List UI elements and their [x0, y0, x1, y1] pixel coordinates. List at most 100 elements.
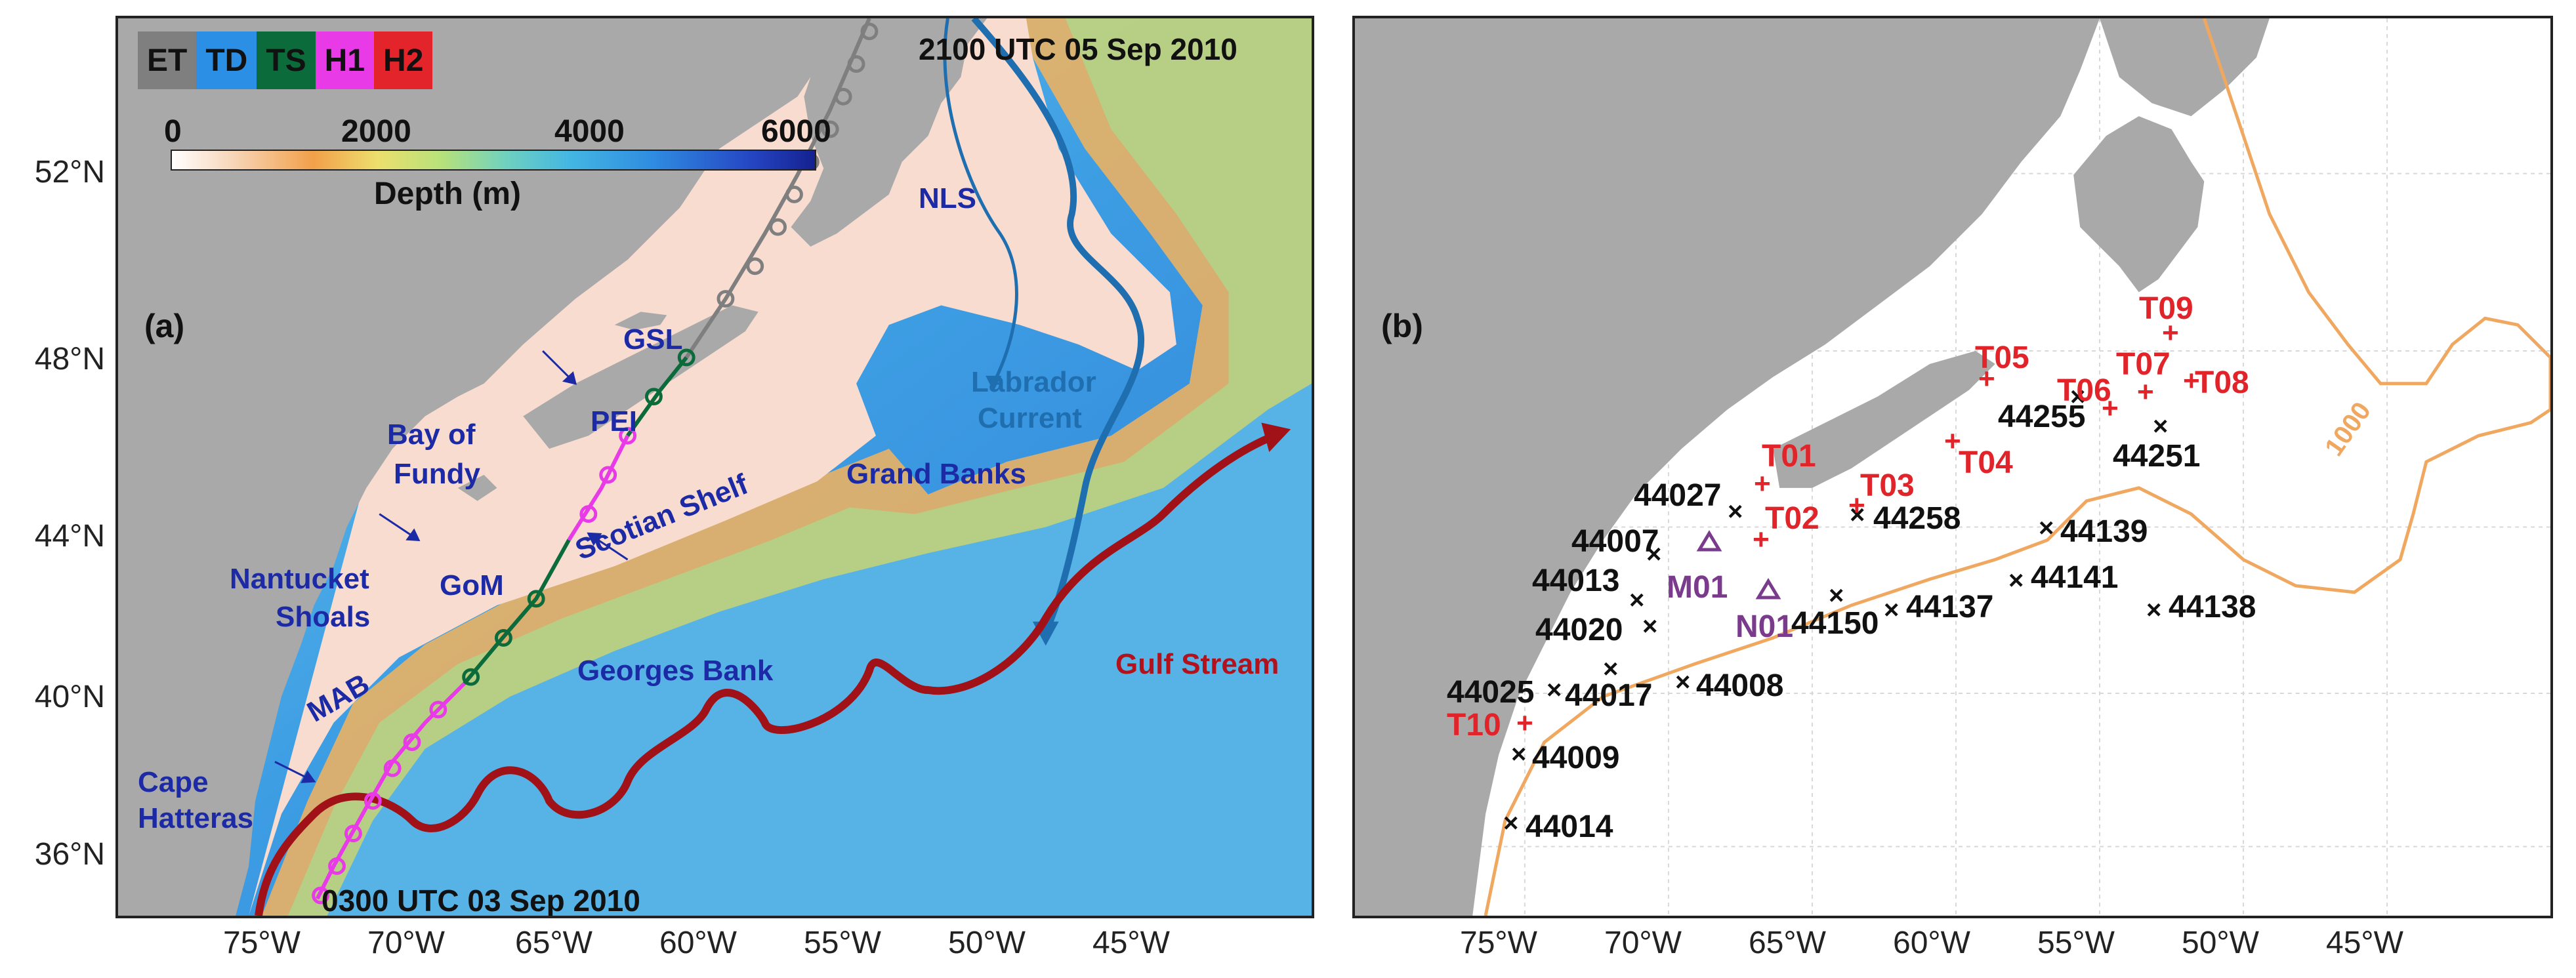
station-44008: 44008: [1696, 668, 1784, 703]
nantucket-pointer-head: [405, 528, 421, 541]
y-label-44n: 44°N: [34, 519, 105, 554]
panel-a-letter: (a): [144, 308, 185, 344]
station-44255: 44255: [1998, 399, 2086, 434]
x-label-b-45w: 45°W: [2326, 926, 2403, 960]
panel-b-map-graphics: [1355, 18, 2550, 916]
station-44137: 44137: [1906, 590, 1994, 624]
colorbar-tick-0: 0: [164, 114, 182, 149]
x-label-a-75w: 75°W: [223, 926, 301, 960]
station-44020: 44020: [1535, 613, 1623, 647]
label-labrador-2: Current: [978, 402, 1082, 434]
hatteras-pointer-head: [301, 770, 316, 783]
station-44009: 44009: [1532, 741, 1620, 775]
tide-gauge-t04: T04: [1959, 445, 2013, 480]
tide-gauge-t09: T09: [2139, 291, 2193, 326]
label-grand-banks: Grand Banks: [846, 458, 1026, 490]
station-44017: 44017: [1565, 678, 1653, 713]
y-label-36n: 36°N: [34, 837, 105, 872]
x-label-b-70w: 70°W: [1604, 926, 1682, 960]
colorbar-tick-6000: 6000: [761, 114, 831, 149]
station-44258: 44258: [1873, 501, 1961, 536]
nova-scotia-land-b: [1773, 351, 1995, 488]
tide-gauge-t03: T03: [1860, 468, 1915, 503]
x-label-b-65w: 65°W: [1749, 926, 1826, 960]
label-labrador-1: Labrador: [971, 366, 1096, 398]
newfoundland-land-b: [2073, 116, 2205, 293]
station-44025: 44025: [1447, 675, 1535, 710]
hurricane-category-legend: ET TD TS H1 H2: [138, 31, 433, 89]
panel-a-map: ET TD TS H1 H2 0 2000 4000 6000 Depth (m…: [115, 16, 1314, 918]
labrador-land-b: [2100, 18, 2270, 117]
station-44138: 44138: [2169, 590, 2256, 624]
newfoundland-land: [791, 18, 987, 247]
labrador-current-arrow: [971, 18, 1145, 633]
x-label-a-45w: 45°W: [1092, 926, 1170, 960]
label-nantucket-2: Shoals: [276, 601, 371, 633]
label-bay-of-fundy-1: Bay of: [387, 418, 476, 451]
station-44027: 44027: [1634, 478, 1722, 513]
label-gsl: GSL: [623, 323, 683, 356]
label-bay-of-fundy-2: Fundy: [394, 458, 480, 490]
north-america-land-b: [1355, 18, 2100, 916]
station-44014: 44014: [1526, 809, 1613, 844]
x-label-a-50w: 50°W: [948, 926, 1026, 960]
label-hatteras-2: Hatteras: [138, 802, 254, 834]
pei-land: [614, 312, 667, 331]
mooring-n01: N01: [1735, 609, 1794, 644]
track-start-time: 0300 UTC 03 Sep 2010: [322, 884, 640, 918]
nls-arrow: [943, 18, 1018, 384]
label-gulf-stream: Gulf Stream: [1115, 648, 1279, 680]
hurricane-track: [312, 18, 879, 905]
nls-arrowhead: [986, 375, 1002, 392]
y-label-48n: 48°N: [34, 342, 105, 377]
label-nantucket-1: Nantucket: [230, 563, 369, 595]
x-label-b-50w: 50°W: [2182, 926, 2259, 960]
station-44141: 44141: [2031, 560, 2119, 595]
x-label-b-55w: 55°W: [2037, 926, 2115, 960]
colorbar-tick-2000: 2000: [341, 114, 411, 149]
legend-et: ET: [138, 31, 197, 89]
station-44251: 44251: [2113, 439, 2201, 474]
tide-gauge-t08: T08: [2195, 365, 2249, 400]
legend-h1: H1: [315, 31, 375, 89]
legend-td: TD: [196, 31, 257, 89]
station-44007: 44007: [1571, 524, 1659, 559]
station-44013: 44013: [1532, 563, 1620, 598]
isobath-1000m: [1484, 18, 2550, 916]
georges-bank-pointer-head: [587, 532, 602, 546]
colorbar-tick-4000: 4000: [554, 114, 625, 149]
depth-colorbar: [171, 150, 816, 171]
legend-h2: H2: [374, 31, 433, 89]
north-america-land: [118, 18, 831, 916]
legend-ts: TS: [257, 31, 316, 89]
panel-b-letter: (b): [1381, 308, 1423, 344]
x-label-b-60w: 60°W: [1893, 926, 1970, 960]
label-nls: NLS: [919, 182, 976, 214]
tide-gauge-t07: T07: [2116, 347, 2171, 382]
continental-shelf: [249, 18, 1176, 916]
station-44139: 44139: [2060, 514, 2148, 549]
mid-ocean: [327, 383, 1312, 916]
panel-b-map: (b) 1000 44027 44007 44013 44020 44025 4…: [1352, 16, 2553, 918]
mooring-m01: M01: [1667, 570, 1728, 605]
x-label-b-75w: 75°W: [1460, 926, 1537, 960]
label-georges-bank: Georges Bank: [577, 655, 774, 687]
tide-gauge-t06: T06: [2057, 373, 2111, 408]
bay-fundy-pointer-head: [562, 371, 577, 385]
x-label-a-55w: 55°W: [804, 926, 881, 960]
colorbar-label: Depth (m): [374, 176, 521, 211]
tide-gauge-t10: T10: [1447, 708, 1501, 743]
x-label-a-60w: 60°W: [659, 926, 737, 960]
track-end-time: 2100 UTC 05 Sep 2010: [919, 32, 1237, 66]
station-44150: 44150: [1791, 606, 1879, 641]
tide-gauge-t05: T05: [1975, 340, 2029, 375]
label-pei: PEI: [591, 405, 637, 438]
label-gom: GoM: [440, 569, 504, 601]
x-label-a-65w: 65°W: [515, 926, 592, 960]
y-label-52n: 52°N: [34, 155, 105, 190]
label-hatteras-1: Cape: [138, 766, 209, 798]
tide-gauge-t02: T02: [1765, 501, 1819, 536]
gulf-stream-path: [255, 432, 1276, 916]
x-label-a-70w: 70°W: [367, 926, 445, 960]
tide-gauge-t01: T01: [1762, 439, 1816, 474]
